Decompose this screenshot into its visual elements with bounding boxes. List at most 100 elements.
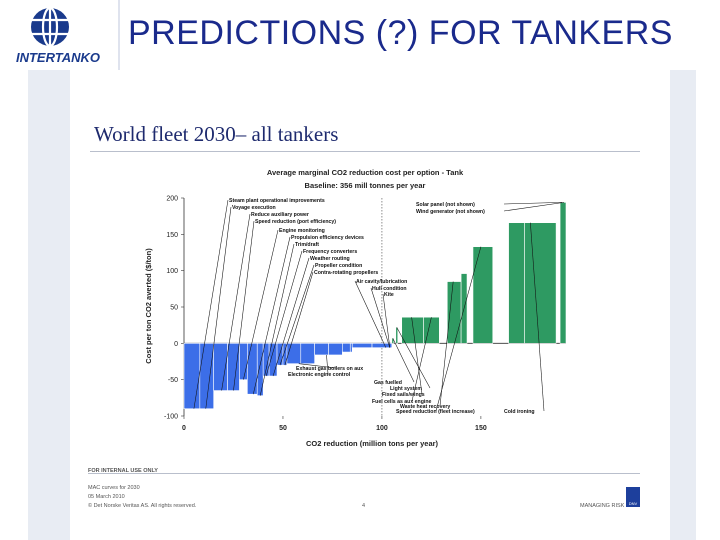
annotation-label: Air cavity/lubrication xyxy=(356,279,407,285)
annotation-leader-line xyxy=(370,287,391,348)
footer-line-3: © Det Norske Veritas AS. All rights rese… xyxy=(88,503,197,509)
chart-bar xyxy=(395,327,399,344)
annotation-leader-line xyxy=(233,220,255,391)
chart-bar xyxy=(401,316,424,344)
chart-bar xyxy=(268,343,278,377)
annotation-label: Frequency converters xyxy=(303,249,357,255)
chart-bar xyxy=(342,343,351,353)
chart-bar xyxy=(559,202,567,344)
annotation-leader-line xyxy=(530,222,545,412)
annotation-label: Trim/draft xyxy=(295,242,319,248)
chart-subtitle: Baseline: 356 mill tonnes per year xyxy=(305,181,426,190)
x-tick-label: 50 xyxy=(279,425,287,432)
annotation-leader-line xyxy=(326,354,329,375)
annotation-leader-line xyxy=(503,202,563,205)
annotation-label: Kite xyxy=(384,292,394,298)
annotation-label: Contra-rotating propellers xyxy=(314,270,378,276)
annotation-label: Weather routing xyxy=(310,256,350,262)
internal-use-label: FOR INTERNAL USE ONLY xyxy=(88,468,158,474)
chart-bar xyxy=(183,343,201,410)
annotation-label: Reduce auxiliary power xyxy=(251,212,309,218)
annotation-leader-line xyxy=(503,202,565,212)
document-title: World fleet 2030– all tankers xyxy=(94,122,339,146)
chart-bar xyxy=(351,343,373,348)
y-tick-label: 150 xyxy=(166,232,178,239)
annotation-label: Voyage execution xyxy=(232,205,276,211)
annotation-leader-line xyxy=(221,213,251,391)
y-tick-label: -50 xyxy=(168,377,178,384)
x-tick-label: 0 xyxy=(182,425,186,432)
x-tick-label: 150 xyxy=(475,425,487,432)
chart-bar xyxy=(472,246,494,344)
chart-bar xyxy=(239,343,248,380)
annotation-leader-line xyxy=(354,280,387,348)
annotation-leader-line xyxy=(284,271,314,366)
dnv-logo-text: DNV xyxy=(628,501,638,506)
chart-bar xyxy=(227,343,240,391)
y-tick-label: 200 xyxy=(166,196,178,203)
annotation-label: Fixed sails/wings xyxy=(382,392,425,398)
annotation-label: Light system xyxy=(390,386,422,392)
annotation-label: Engine monitoring xyxy=(279,228,325,234)
chart-annotations: Steam plant operational improvementsVoya… xyxy=(193,198,565,415)
annotation-label: Speed reduction (port efficiency) xyxy=(255,219,336,225)
annotation-leader-line xyxy=(193,199,229,409)
annotation-label: Solar panel (not shown) xyxy=(416,202,475,208)
chart-bar xyxy=(524,222,557,344)
dnv-logo-icon: DNV xyxy=(626,487,640,507)
logo-text: INTERTANKO xyxy=(16,50,100,65)
annotation-leader-line xyxy=(435,246,482,412)
y-tick-label: 100 xyxy=(166,268,178,275)
annotation-label: Electronic engine control xyxy=(288,372,351,378)
chart-bar xyxy=(314,343,329,356)
annotation-leader-line xyxy=(272,257,310,377)
chart-bar xyxy=(286,343,302,364)
document-divider xyxy=(90,151,640,152)
annotation-label: Fuel cells as aux engine xyxy=(372,399,432,405)
annotation-label: Gas fuelled xyxy=(374,380,402,386)
chart-bar xyxy=(371,343,393,348)
annotation-leader-line xyxy=(265,250,303,377)
annotation-leader-line xyxy=(392,338,415,383)
annotation-leader-line xyxy=(382,293,391,348)
annotation-leader-line xyxy=(439,281,454,407)
chart-bar xyxy=(256,343,264,396)
footer-divider xyxy=(88,473,640,474)
globe-logo-icon: INTERTANKO xyxy=(16,6,100,65)
annotation-label: Hull condition xyxy=(372,286,407,292)
chart-axes: -100 -50 0 50 100 150 200 0 50 100 150 xyxy=(164,196,566,432)
embedded-document xyxy=(70,70,670,540)
annotation-label: Cold ironing xyxy=(504,409,535,415)
page-number: 4 xyxy=(362,503,366,509)
annotation-leader-line xyxy=(411,317,432,402)
chart-bar xyxy=(300,343,315,364)
slide-title: PREDICTIONS (?) FOR TANKERS xyxy=(128,14,673,52)
annotation-leader-line xyxy=(396,327,431,389)
x-axis-label: CO2 reduction (million tons per year) xyxy=(306,439,439,448)
y-axis-label: Cost per ton CO2 averted ($/ton) xyxy=(144,248,153,364)
chart-bar xyxy=(423,316,440,344)
logo-globe xyxy=(31,6,69,48)
x-tick-label: 100 xyxy=(376,425,388,432)
annotation-label: Waste heat recovery xyxy=(400,404,450,410)
annotation-label: Speed reduction (fleet increase) xyxy=(396,409,475,415)
annotation-leader-line xyxy=(205,206,232,409)
chart-bars xyxy=(183,202,567,410)
annotation-label: Propulsion efficiency devices xyxy=(291,235,364,241)
annotation-leader-line xyxy=(411,317,423,395)
annotation-label: Propeller condition xyxy=(315,263,362,269)
annotation-leader-line xyxy=(279,264,315,366)
annotation-label: Exhaust gas boilers on aux xyxy=(296,366,363,372)
intertanko-logo: INTERTANKO xyxy=(0,0,118,70)
y-tick-label: 0 xyxy=(174,341,178,348)
annotation-leader-line xyxy=(259,243,295,396)
chart-title: Average marginal CO2 reduction cost per … xyxy=(267,168,464,177)
header-divider xyxy=(118,0,120,70)
brand-tagline: MANAGING RISK xyxy=(580,503,625,509)
y-tick-label: -100 xyxy=(164,414,178,421)
footer-line-2: 05 March 2010 xyxy=(88,494,125,500)
annotation-leader-line xyxy=(298,363,337,369)
chart-bar xyxy=(247,343,258,395)
annotation-leader-line xyxy=(243,229,279,380)
